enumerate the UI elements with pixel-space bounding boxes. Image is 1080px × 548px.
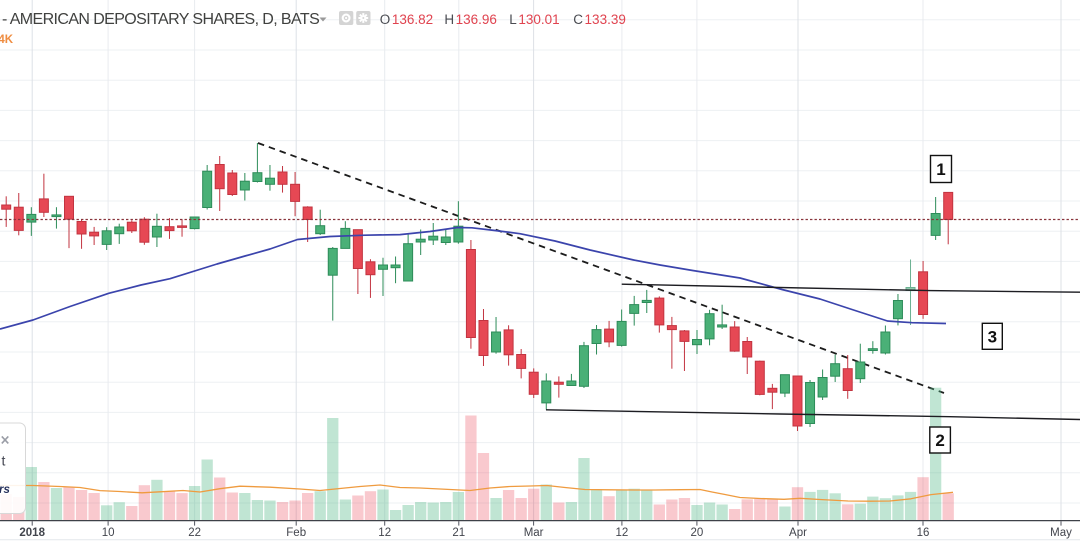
svg-text:Feb: Feb (286, 527, 306, 539)
svg-text:22: 22 (188, 527, 201, 539)
svg-text:2: 2 (935, 431, 944, 450)
svg-text:54K: 54K (0, 34, 14, 46)
svg-text:21: 21 (452, 527, 465, 539)
svg-text:2018: 2018 (19, 527, 45, 539)
svg-text:10: 10 (102, 527, 115, 539)
svg-text:May: May (1050, 527, 1072, 539)
svg-text:t: t (2, 453, 6, 469)
svg-text:20: 20 (691, 527, 704, 539)
svg-text:Mar: Mar (524, 527, 544, 539)
svg-text:12: 12 (378, 527, 391, 539)
svg-text:16: 16 (917, 527, 930, 539)
svg-text:Apr: Apr (789, 527, 807, 539)
svg-text:- AMERICAN DEPOSITARY SHARES,: - AMERICAN DEPOSITARY SHARES, D, BATS (2, 11, 319, 28)
svg-text:12: 12 (616, 527, 629, 539)
svg-text:1: 1 (936, 160, 945, 179)
svg-text:rs: rs (0, 484, 10, 496)
svg-text:3: 3 (988, 327, 997, 346)
